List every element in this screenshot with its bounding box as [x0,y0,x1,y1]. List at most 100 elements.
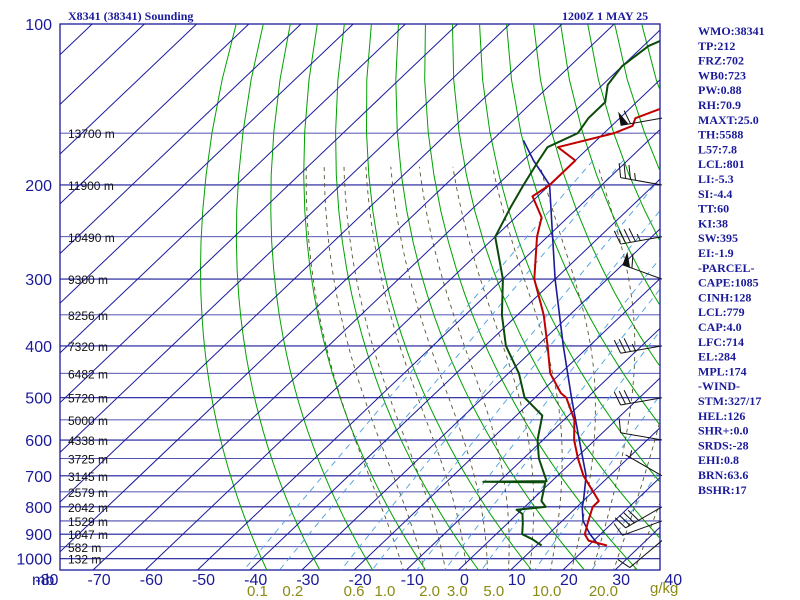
height-label: 9300 m [68,273,108,287]
mixing-ratio-label: 1.0 [375,583,396,600]
temperature-tick-label: -50 [192,572,215,589]
stat-line: PW:0.88 [698,83,742,97]
wind-barb-layer [613,110,663,568]
mixing-ratio-label: 20.0 [589,583,618,600]
barb-feather [623,110,631,124]
mixing-ratio-label: 2.0 [419,583,440,600]
stat-line: TP:212 [698,39,735,53]
pressure-unit-label: mb [32,572,54,589]
barb-feather [631,253,634,269]
pressure-label: 800 [25,500,52,517]
stat-line: LI:-5.3 [698,172,734,186]
barb-shaft [625,506,663,529]
height-label: 5000 m [68,414,108,428]
moist-adiabat-line [343,166,446,570]
barb-feather [617,558,631,568]
mixing-ratio-line [371,209,660,570]
height-label: 8256 m [68,309,108,323]
isotherm-line [60,24,302,255]
moist-adiabat-line [365,166,467,570]
barb-shaft [620,432,663,441]
temperature-tick-label: 30 [612,572,630,589]
moist-adiabat-line [390,166,488,570]
isotherm-line [772,12,800,570]
temperature-tick-label: -60 [140,572,163,589]
stat-line: CAPE:1085 [698,276,759,290]
barb-feather [618,390,627,405]
temperature-tick-label: -70 [88,572,111,589]
barb-feather [613,230,622,245]
mixing-ratio-label: 5.0 [483,583,504,600]
stat-line: CINH:128 [698,290,751,304]
mixing-ratio-unit-label: g/kg [650,580,678,597]
stat-line: EHI:0.8 [698,453,739,467]
stat-line: LCL:801 [698,157,745,171]
temperature-tick-label: -10 [401,572,424,589]
barb-shaft [625,454,663,477]
isotherm-line [197,128,660,570]
pressure-label: 200 [25,178,52,195]
stat-line: WMO:38341 [698,24,765,38]
height-label: 1047 m [68,528,108,542]
mixing-ratio-label: 0.2 [282,583,303,600]
height-label: 3725 m [68,453,108,467]
barb-feather [613,391,622,406]
stat-line: BSHR:17 [698,483,747,497]
barb-shaft [620,345,663,354]
stat-line: L57:7.8 [698,142,737,156]
isotherm-line [60,24,354,304]
barb-feather [628,164,631,180]
wind-barb [613,520,663,536]
moist-adiabat-line [305,166,404,570]
mixing-ratio-line [416,257,660,570]
stat-line: WB0:723 [698,68,746,82]
mixing-ratio-label: 0.1 [247,583,268,600]
stat-line: SI:-4.4 [698,187,732,201]
wind-barb [613,228,663,245]
plot-frame [59,23,661,571]
isotherm-line [60,24,250,205]
wind-barb [618,110,663,126]
barb-feather [613,339,622,354]
temperature-tick-label: -40 [244,572,267,589]
wind-barb [625,450,663,477]
height-label: 132 m [68,553,101,567]
moist-adiabat-line [323,166,425,570]
stat-line: BRN:63.6 [698,468,748,482]
height-label: 2042 m [68,501,108,515]
dry-adiabat-line [506,24,660,426]
barb-shaft [622,520,663,536]
temperature-tick-label: 10 [508,572,526,589]
barb-feather [613,523,623,536]
barb-half-feather [629,450,633,458]
temperature-tick-label: -80 [35,572,58,589]
barb-half-feather [634,172,636,181]
height-label: 1529 m [68,515,108,529]
stat-line: RH:70.9 [698,98,741,112]
mixing-ratio-line [591,469,660,570]
height-label: 582 m [68,541,101,555]
dry-adiabat-line [199,24,268,570]
isotherm-line [249,178,660,570]
barb-flag [618,111,629,126]
dry-adiabat-line [365,24,533,570]
pressure-label: 700 [25,469,52,486]
temperature-tick-label: -20 [349,572,372,589]
barb-feather [623,163,627,179]
stat-line: LCL:779 [698,305,745,319]
moist-adiabat-line [452,166,535,570]
moist-adiabat-line [418,166,510,570]
mixing-ratio-label: 10.0 [532,583,561,600]
stat-line: CAP:4.0 [698,320,742,334]
barb-feather [619,514,631,526]
pressure-label: 300 [25,272,52,289]
stat-line: STM:327/17 [698,394,761,408]
height-label: 2579 m [68,486,108,500]
isotherm-line [92,29,660,570]
barb-shaft [622,264,663,280]
barb-half-feather [631,343,636,351]
mixing-ratio-label: 0.6 [344,583,365,600]
stat-line: SHR+:0.0 [698,424,749,438]
barb-feather [628,228,636,242]
